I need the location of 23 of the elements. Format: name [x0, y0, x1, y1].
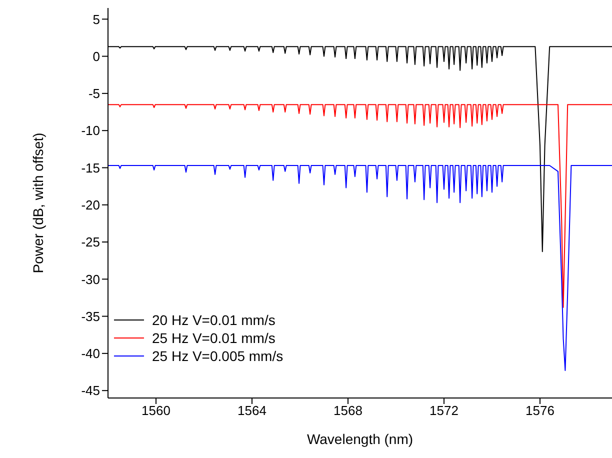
line-series	[108, 164, 612, 372]
x-tick-label: 1576	[526, 403, 554, 418]
y-tick-label: -45	[81, 383, 100, 398]
y-tick-label: 5	[92, 12, 100, 27]
y-tick-label: -5	[88, 86, 100, 102]
y-tick-label: -10	[81, 123, 100, 138]
y-tick-label: -20	[81, 197, 100, 212]
x-tick-label: 1560	[142, 403, 170, 418]
y-tick-label: -30	[81, 272, 100, 287]
y-tick-label: -40	[81, 346, 100, 362]
y-axis-title: Power (dB, with offset)	[30, 132, 46, 274]
x-axis-title: Wavelength (nm)	[306, 431, 414, 447]
x-tick-label: 1564	[238, 403, 266, 418]
legend-label: 25 Hz V=0.005 mm/s	[152, 347, 284, 365]
legend-label: 20 Hz V=0.01 mm/s	[152, 311, 276, 329]
y-tick-label: 0	[92, 48, 100, 64]
line-series	[108, 104, 612, 308]
y-tick-label: -25	[81, 234, 100, 250]
x-tick-label: 1568	[334, 403, 362, 418]
y-tick-label: -35	[81, 308, 100, 324]
y-tick-label: -15	[81, 160, 100, 176]
legend-label: 25 Hz V=0.01 mm/s	[152, 329, 276, 347]
x-tick-label: 1572	[430, 403, 458, 418]
